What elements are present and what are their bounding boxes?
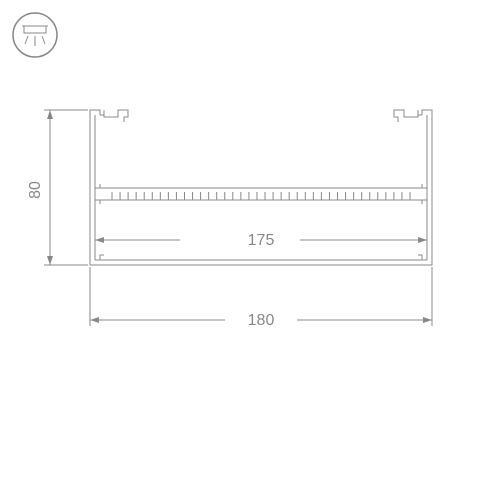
ceiling-light-icon xyxy=(13,13,57,57)
dimension-height-label: 80 xyxy=(27,181,44,199)
dimension-height: 80 xyxy=(27,110,88,265)
dimension-outer-width: 180 xyxy=(90,267,432,329)
dimension-outer-width-label: 180 xyxy=(248,312,275,329)
dimension-inner-width: 175 xyxy=(95,232,427,249)
heatsink-teeth xyxy=(112,192,410,200)
technical-drawing: 80 175 180 xyxy=(0,0,500,500)
dimension-inner-width-label: 175 xyxy=(248,232,275,249)
